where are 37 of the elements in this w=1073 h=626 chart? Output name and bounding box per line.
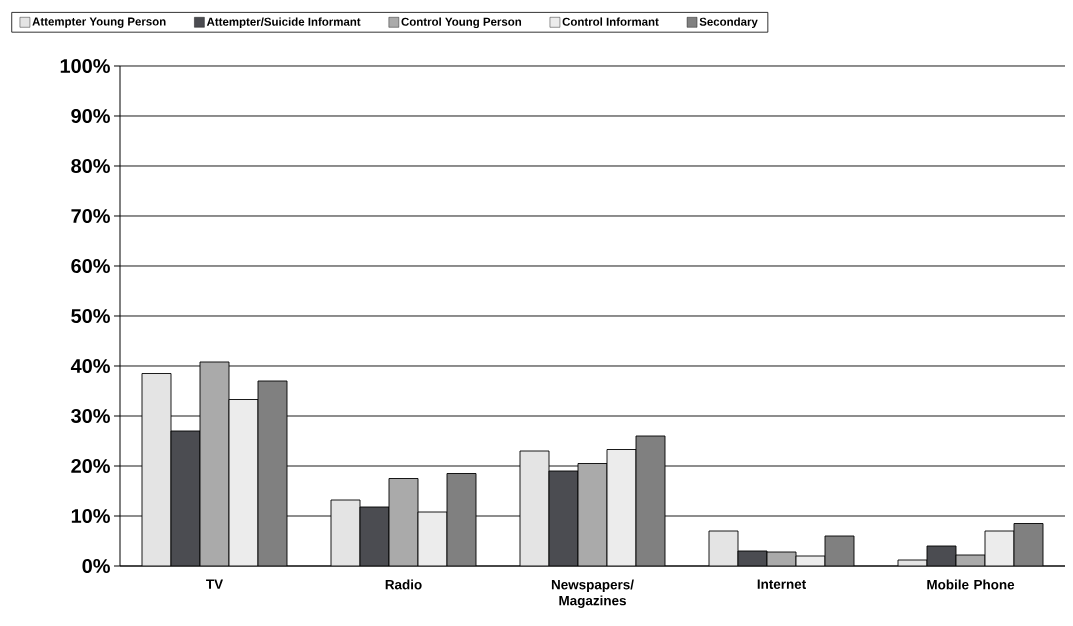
legend-label: Control Young Person [401,17,522,29]
legend-label: Secondary [699,17,758,29]
bar [257,380,288,566]
x-tick-label: TV [206,579,223,589]
legend-label: Control Informant [562,17,659,26]
legend-label: Attempter/Suicide Informant [206,17,361,29]
legend-label: Attempter Young Person [32,17,166,28]
bar [446,473,477,566]
y-tick-label: 60% [71,258,110,274]
bar [635,435,666,566]
x-tick-label: Newspapers/ Magazines [551,579,634,609]
y-tick-label: 70% [71,208,110,224]
x-tick-label: Mobile Phone [927,579,1015,590]
bar [141,373,172,566]
y-tick-label: 30% [71,408,110,424]
bar [388,478,419,566]
bar [417,511,448,566]
y-tick-label: 20% [71,458,110,474]
y-tick-label: 0% [82,558,110,574]
y-tick-label: 90% [71,108,110,124]
bar [606,449,637,566]
bar [228,399,259,566]
bar [1013,523,1044,566]
bar [199,361,230,566]
bar [330,499,361,566]
y-tick-label: 10% [71,508,110,524]
bar [548,470,579,566]
y-tick-label: 40% [70,358,110,374]
x-tick-label: Internet [757,579,806,589]
bar [170,430,201,566]
bar [359,506,390,566]
bar [519,450,550,566]
y-tick-label: 100% [60,58,110,74]
y-tick-label: 80% [71,158,110,174]
y-tick-label: 50% [71,308,110,324]
x-tick-label: Radio [385,579,422,590]
bar [577,463,608,566]
